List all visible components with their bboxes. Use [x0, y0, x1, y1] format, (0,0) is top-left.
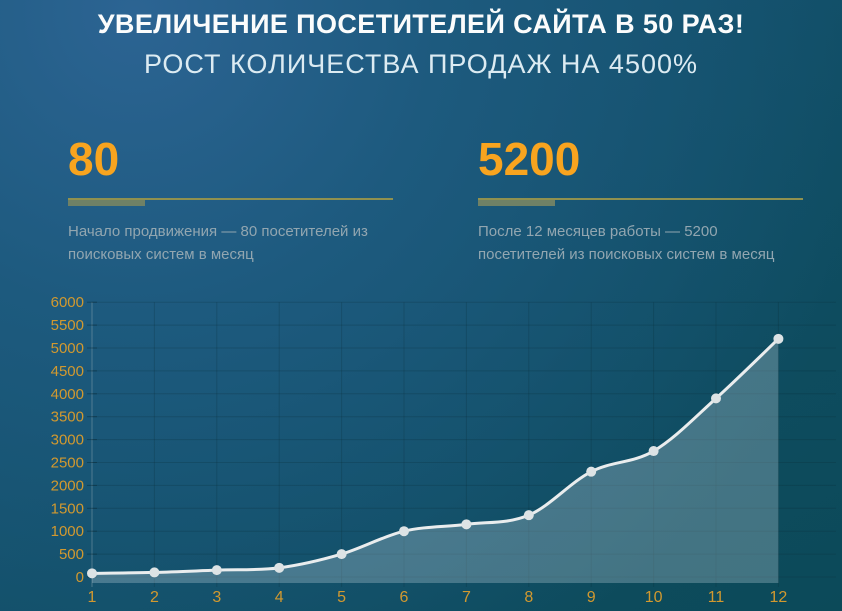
page-title: УВЕЛИЧЕНИЕ ПОСЕТИТЕЛЕЙ САЙТА В 50 РАЗ! — [97, 9, 745, 39]
stats-row: 80 Начало продвижения — 80 посетителей и… — [68, 136, 803, 267]
data-point — [336, 549, 347, 560]
stat-result-value: 5200 — [478, 133, 581, 185]
data-point — [711, 393, 721, 404]
x-axis-label: 9 — [587, 589, 596, 606]
divider-line — [68, 198, 393, 200]
y-axis-label: 5000 — [51, 340, 84, 357]
x-axis-label: 4 — [275, 589, 284, 606]
data-point — [773, 333, 784, 344]
data-point — [648, 446, 659, 457]
x-axis-label: 8 — [524, 589, 533, 606]
y-axis-label: 0 — [76, 569, 84, 586]
growth-chart: 0 500 1000 1500 2000 2500 3000 3500 4000 4500 5000… — [51, 294, 836, 606]
stat-result-description: После 12 месяцев работы — 5200 посетител… — [478, 223, 775, 264]
y-axis-label: 2500 — [51, 455, 84, 472]
data-point — [87, 568, 97, 579]
stat-start: 80 Начало продвижения — 80 посетителей и… — [68, 136, 393, 267]
data-point — [399, 526, 409, 537]
x-axis-label: 11 — [708, 589, 725, 606]
page-subtitle: РОСТ КОЛИЧЕСТВА ПРОДАЖ НА 4500% — [143, 49, 699, 79]
x-axis-label: 7 — [462, 589, 471, 606]
data-point — [586, 466, 597, 477]
x-axis-label: 10 — [645, 589, 663, 606]
stat-start-description: Начало продвижения — 80 посетителей из п… — [68, 223, 368, 264]
x-axis-label: 1 — [88, 589, 97, 606]
divider-progress-bar — [478, 200, 556, 206]
divider-line — [478, 198, 803, 200]
header: УВЕЛИЧЕНИЕ ПОСЕТИТЕЛЕЙ САЙТА В 50 РАЗ! Р… — [0, 0, 842, 80]
data-point — [211, 565, 222, 576]
x-axis-label: 3 — [212, 589, 221, 606]
x-axis-label: 6 — [400, 589, 409, 606]
stat-start-divider — [68, 198, 393, 207]
data-point — [461, 519, 472, 530]
y-axis-label: 500 — [59, 546, 84, 563]
y-axis-label: 2000 — [51, 477, 84, 494]
y-axis-label: 3000 — [51, 432, 84, 449]
x-axis-label: 5 — [337, 589, 346, 606]
data-point — [523, 510, 534, 521]
data-point — [274, 562, 285, 573]
area-fill — [92, 338, 779, 583]
y-axis-label: 1500 — [51, 500, 84, 517]
x-axis-label: 12 — [770, 589, 788, 606]
y-axis-label: 4000 — [51, 386, 84, 403]
y-axis-label: 3500 — [51, 409, 84, 426]
y-axis-label: 1000 — [51, 523, 84, 540]
y-axis-label: 6000 — [51, 294, 84, 311]
y-axis-label: 5500 — [51, 317, 84, 334]
divider-progress-bar — [68, 200, 146, 206]
x-axis-label: 2 — [150, 589, 159, 606]
y-axis-label: 4500 — [51, 363, 84, 380]
stat-start-value: 80 — [68, 133, 120, 185]
stat-result-divider — [478, 198, 803, 207]
data-point — [149, 567, 160, 578]
stat-result: 5200 После 12 месяцев работы — 5200 посе… — [478, 136, 803, 267]
